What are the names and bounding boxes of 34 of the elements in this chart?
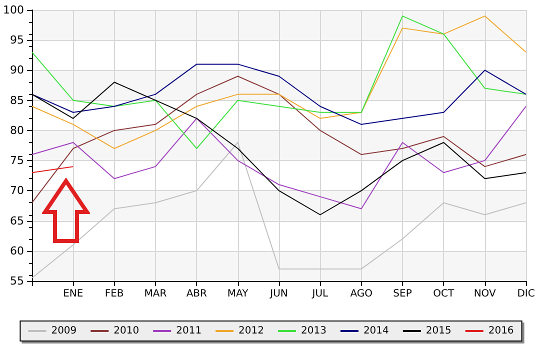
legend-label: 2012 xyxy=(238,326,264,336)
legend-label: 2010 xyxy=(114,326,140,336)
x-tick-label: NOV xyxy=(474,288,496,300)
legend-label: 2011 xyxy=(176,326,202,336)
line-series xyxy=(31,16,526,150)
y-tick-label: 100 xyxy=(2,4,24,16)
y-tick-label: 85 xyxy=(10,94,24,107)
line-series xyxy=(31,64,526,125)
x-tick-label: ABR xyxy=(186,288,208,300)
legend-label: 2015 xyxy=(426,326,452,336)
x-tick-label: AGO xyxy=(350,288,373,300)
line-series xyxy=(31,106,526,210)
x-tick-label: DIC xyxy=(517,288,535,300)
legend-label: 2014 xyxy=(363,326,389,336)
legend-label: 2016 xyxy=(488,326,514,336)
x-tick-label: FEB xyxy=(104,288,124,300)
x-tick-label: MAR xyxy=(144,288,167,300)
x-tick-label: MAY xyxy=(227,288,250,300)
y-tick-label: 95 xyxy=(10,34,24,47)
line-series xyxy=(31,142,526,278)
legend-label: 2013 xyxy=(301,326,326,336)
y-tick-label: 55 xyxy=(10,274,24,288)
y-tick-label: 65 xyxy=(10,214,24,228)
x-tick-label: OCT xyxy=(433,288,456,300)
y-tick-label: 70 xyxy=(10,184,24,198)
x-tick-label: ENE xyxy=(63,288,84,300)
y-tick-label: 90 xyxy=(10,64,24,77)
x-tick-label: SEP xyxy=(393,288,412,300)
y-tick-label: 80 xyxy=(10,124,24,137)
y-tick-label: 75 xyxy=(10,154,24,168)
x-tick-label: JUL xyxy=(311,288,329,300)
y-tick-label: 60 xyxy=(10,244,24,258)
x-tick-label: JUN xyxy=(269,288,288,300)
legend-label: 2009 xyxy=(51,326,77,336)
